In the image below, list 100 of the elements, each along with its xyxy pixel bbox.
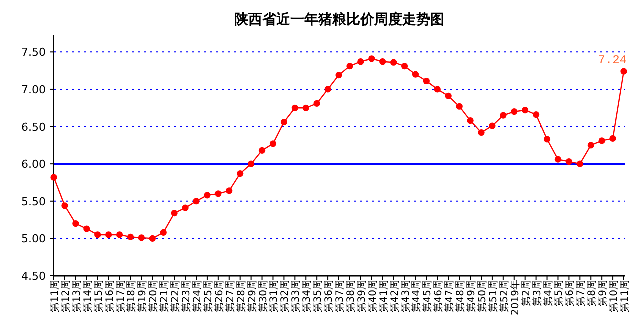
x-tick-label: 第12周 (60, 280, 72, 313)
point (138, 234, 145, 242)
point (237, 170, 244, 178)
x-tick-label: 第5周 (553, 280, 566, 306)
x-tick-label: 第10周 (608, 280, 620, 313)
point (127, 234, 134, 240)
x-tick-label: 第31周 (268, 280, 280, 313)
point (566, 158, 572, 166)
point (412, 71, 420, 78)
point (598, 138, 606, 144)
point (478, 129, 485, 136)
x-tick-label: 第29周 (246, 280, 258, 313)
x-tick-label: 第45周 (422, 280, 434, 313)
y-tick-label: 7.00 (22, 83, 46, 96)
x-tick-label: 第24周 (192, 280, 204, 313)
x-tick-label: 第23周 (180, 280, 193, 313)
point (149, 235, 156, 242)
x-tick-label: 第48周 (454, 280, 467, 313)
x-tick-label: 第49周 (466, 280, 478, 313)
y-tick-label: 4.50 (22, 270, 46, 283)
x-tick-label: 第51周 (487, 280, 500, 313)
point (204, 192, 211, 199)
point (116, 232, 124, 238)
point (358, 58, 364, 66)
x-tick-label: 第47周 (444, 280, 456, 313)
point (193, 198, 200, 205)
point (160, 229, 167, 236)
point (280, 118, 288, 126)
point (292, 104, 298, 112)
x-tick-label: 第14周 (82, 280, 94, 313)
point (522, 107, 529, 114)
x-tick-label: 第40周 (366, 280, 379, 313)
point (346, 63, 354, 70)
x-tick-label: 第3周 (531, 280, 544, 306)
x-tick-label: 第28周 (235, 280, 248, 313)
point (106, 232, 112, 238)
x-tick-label: 第21周 (158, 280, 171, 313)
point (456, 103, 463, 110)
x-tick-label: 第41周 (378, 280, 390, 313)
x-tick-label: 第25周 (202, 280, 214, 313)
point (84, 226, 90, 232)
x-tick-label: 第17周 (114, 280, 127, 313)
x-tick-label: 第27周 (224, 280, 236, 313)
point (588, 142, 594, 149)
point (314, 100, 320, 107)
point (620, 68, 628, 75)
point (336, 72, 342, 79)
x-tick-label: 第30周 (257, 280, 270, 313)
x-tick-label: 第39周 (356, 280, 368, 313)
x-tick-label: 第22周 (170, 280, 182, 313)
point (215, 190, 222, 198)
point (423, 78, 430, 85)
x-tick-label: 第43周 (400, 280, 412, 313)
point (544, 136, 551, 143)
x-tick-label: 第9周 (597, 280, 610, 306)
point (489, 122, 496, 130)
chart-title: 陕西省近一年猪粮比价周度走势图 (234, 11, 444, 28)
point (434, 86, 441, 93)
point (401, 63, 408, 70)
y-tick-label: 7.50 (22, 46, 46, 60)
point (533, 112, 540, 118)
data-label: 7.24 (598, 54, 627, 68)
x-tick-label: 第7周 (575, 280, 588, 306)
y-tick-label: 5.50 (22, 195, 46, 208)
x-tick-label: 第36周 (323, 280, 336, 313)
x-tick-label: 第32周 (279, 280, 292, 313)
x-tick-label: 第38周 (344, 280, 357, 313)
point (72, 220, 80, 228)
y-tick-label: 6.50 (22, 120, 46, 134)
x-tick-label: 第20周 (148, 280, 160, 313)
point (576, 160, 584, 168)
point (270, 140, 277, 148)
x-tick-label: 第44周 (410, 280, 423, 313)
x-tick-label: 第46周 (432, 280, 445, 313)
x-tick-label: 第18周 (126, 280, 138, 313)
point (380, 58, 386, 66)
x-tick-label: 第11周 (49, 280, 61, 313)
x-tick-label: 第34周 (301, 280, 314, 313)
point (302, 104, 310, 112)
x-tick-label: 第50周 (476, 280, 488, 313)
point (610, 135, 616, 142)
point (171, 210, 178, 217)
point (50, 174, 58, 181)
x-tick-label: 第13周 (70, 280, 83, 313)
point (511, 108, 518, 116)
point (467, 118, 474, 124)
point (258, 147, 266, 154)
x-tick-label: 第4周 (542, 280, 554, 306)
x-tick-label: 第15周 (92, 280, 105, 313)
x-tick-label: 第52周 (498, 280, 510, 313)
point (182, 204, 189, 212)
point (445, 92, 452, 100)
y-tick-label: 6.00 (22, 158, 46, 172)
x-tick-label: 第16周 (104, 280, 116, 313)
x-tick-label: 第2周 (520, 280, 532, 306)
point (368, 56, 376, 62)
x-tick-label: 第6周 (564, 280, 576, 306)
point (500, 112, 507, 119)
x-tick-label: 第33周 (290, 280, 302, 313)
x-tick-label: 第35周 (312, 280, 324, 313)
